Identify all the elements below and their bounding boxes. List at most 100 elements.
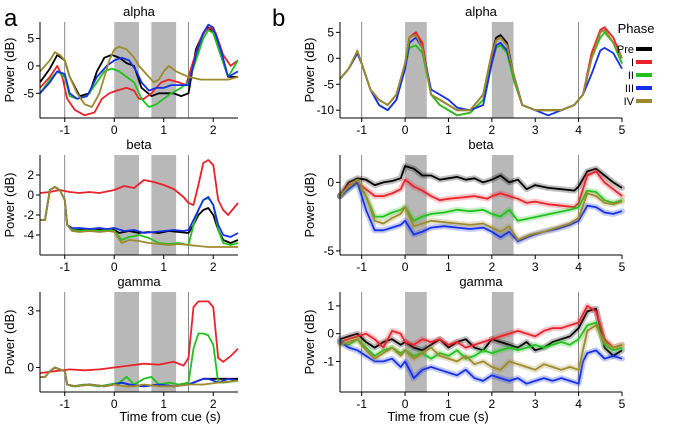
y-tick-label: -5 <box>23 86 34 100</box>
y-tick-label: 1 <box>327 299 334 313</box>
series-line-iii <box>339 341 623 385</box>
series-line-iv <box>40 186 238 248</box>
y-axis-label: Power (dB) <box>302 172 317 237</box>
x-tick-label: 0 <box>111 123 118 137</box>
chart-a-alpha: -1 0 1 2 5 0 -5 alpha Power (dB) <box>2 4 239 137</box>
series-line-iv <box>40 366 239 388</box>
x-tick-label: 2 <box>210 397 217 411</box>
series-line-i <box>39 300 239 374</box>
x-tick-label: 0 <box>402 260 409 274</box>
x-tick-label: -1 <box>59 260 70 274</box>
x-tick-label: -1 <box>356 397 367 411</box>
x-tick-label: 2 <box>489 397 496 411</box>
y-tick-label: 0 <box>27 360 34 374</box>
x-tick-label: 4 <box>575 260 582 274</box>
y-tick-label: -5 <box>323 77 334 91</box>
y-tick-label: 0 <box>327 51 334 65</box>
y-tick-label: 0 <box>327 327 334 341</box>
shaded-window <box>151 22 177 118</box>
x-tick-label: 1 <box>445 123 452 137</box>
x-tick-label: 5 <box>619 260 626 274</box>
chart-title: alpha <box>123 4 156 19</box>
x-tick-label: -1 <box>356 123 367 137</box>
y-tick-label: 0 <box>327 175 334 189</box>
x-tick-label: 2 <box>489 123 496 137</box>
chart-title: beta <box>126 137 152 152</box>
x-tick-label: 1 <box>445 260 452 274</box>
legend-label-iv: IV <box>624 96 635 108</box>
x-tick-label: 3 <box>532 123 539 137</box>
y-tick-label: 0 <box>27 188 34 202</box>
series-line-iii <box>339 181 623 243</box>
shaded-window <box>491 155 514 255</box>
y-tick-label: 0 <box>27 59 34 73</box>
y-tick-label: 2 <box>27 168 34 182</box>
x-tick-label: 4 <box>575 397 582 411</box>
x-tick-label: 5 <box>619 123 626 137</box>
series-line-i <box>339 305 623 349</box>
legend-label-ii: II <box>628 70 634 82</box>
chart-b-beta: -1 0 1 2 3 4 5 0 -5 beta Power (dB) <box>302 137 626 274</box>
y-axis-label: Power (dB) <box>2 309 17 374</box>
chart-a-gamma: -1 0 1 2 3 0 gamma Power (dB) <box>2 274 239 411</box>
x-tick-label: 3 <box>532 397 539 411</box>
legend-label-pre: Pre <box>617 44 634 56</box>
legend-title: Phase <box>618 21 655 36</box>
x-tick-label: 4 <box>575 123 582 137</box>
x-tick-label: 0 <box>402 397 409 411</box>
series-line-iv <box>339 28 623 112</box>
x-tick-label: 0 <box>111 260 118 274</box>
y-axis-label: Power (dB) <box>302 37 317 102</box>
series-line-ii <box>39 29 239 108</box>
y-axis-label: Power (dB) <box>302 309 317 374</box>
x-tick-label: -1 <box>356 260 367 274</box>
chart-a-beta: -1 0 1 2 2 0 -2 -4 beta Power (dB) <box>2 137 239 274</box>
y-tick-label: -2 <box>23 208 34 222</box>
series-line-iii <box>339 36 623 117</box>
x-tick-label: 1 <box>160 397 167 411</box>
y-tick-label: -10 <box>317 103 335 117</box>
series-line-ii <box>339 321 623 360</box>
series-line-i <box>39 159 239 216</box>
x-tick-label: 0 <box>111 397 118 411</box>
y-tick-label: -5 <box>323 244 334 258</box>
panel-a-letter: a <box>4 5 18 32</box>
series-line-iii <box>39 23 239 100</box>
y-tick-label: -1 <box>323 354 334 368</box>
x-tick-label: 2 <box>210 260 217 274</box>
series-line-pre <box>339 165 623 197</box>
y-axis-label: Power (dB) <box>2 172 17 237</box>
y-tick-label: 5 <box>27 31 34 45</box>
shaded-window <box>114 292 139 392</box>
series-line-iv <box>339 324 623 371</box>
x-tick-label: 2 <box>210 123 217 137</box>
legend-label-i: I <box>631 57 634 69</box>
x-axis-label-a: Time from cue (s) <box>119 409 220 424</box>
y-tick-label: 5 <box>327 25 334 39</box>
chart-title: gamma <box>117 274 161 289</box>
x-tick-label: 1 <box>445 397 452 411</box>
panel-b-letter: b <box>272 5 285 32</box>
series-line-i <box>339 170 623 208</box>
legend-label-iii: III <box>625 83 634 95</box>
series-line-ii <box>339 181 623 222</box>
chart-title: beta <box>468 137 494 152</box>
x-tick-label: -1 <box>59 397 70 411</box>
x-tick-label: 0 <box>402 123 409 137</box>
y-axis-label: Power (dB) <box>2 37 17 102</box>
x-axis-label-b: Time from cue (s) <box>387 409 488 424</box>
shaded-window <box>405 292 427 392</box>
shaded-window <box>151 155 177 255</box>
x-tick-label: -1 <box>59 123 70 137</box>
series-line-ii <box>339 31 623 117</box>
chart-title: alpha <box>465 4 498 19</box>
x-tick-label: 2 <box>489 260 496 274</box>
y-tick-label: -4 <box>23 228 34 242</box>
x-tick-label: 1 <box>160 260 167 274</box>
chart-b-gamma: -1 0 1 2 3 4 5 1 0 -1 gamma Power (dB) <box>302 274 626 411</box>
